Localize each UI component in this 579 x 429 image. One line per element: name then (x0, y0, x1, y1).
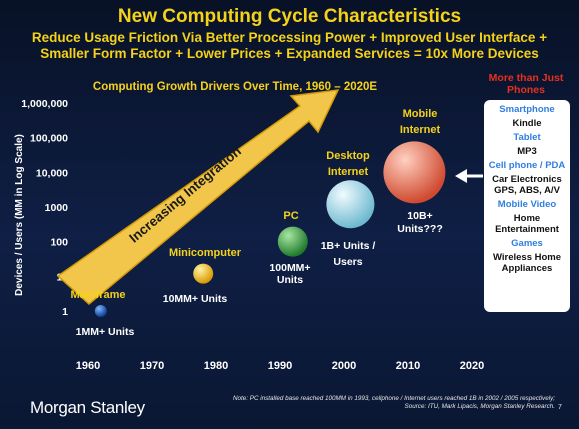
device-list-item: Cell phone / PDA (488, 160, 566, 171)
data-point: Mainframe 1MM+ Units (70, 289, 134, 338)
sidebar-header: More than Just Phones (488, 72, 564, 96)
data-point-value-label: 10B+ (407, 210, 432, 222)
x-tick-label: 2020 (460, 360, 484, 372)
footnote-note: Note: PC installed base reached 100MM in… (232, 395, 555, 402)
data-point-label: Mainframe (70, 289, 125, 301)
data-point-value-label: 10MM+ Units (163, 293, 228, 305)
y-tick-label: 1 (62, 306, 68, 318)
data-point-value-label: 1MM+ Units (76, 326, 135, 338)
x-tick-label: 2010 (396, 360, 420, 372)
y-tick-label: 1,000,000 (21, 98, 68, 110)
data-point-value-label: 1B+ Units / (321, 240, 376, 252)
device-list-item: Car Electronics GPS, ABS, A/V (492, 174, 562, 196)
device-list-panel: Smartphone Kindle Tablet MP3 Cell phone / PD… (484, 100, 570, 312)
data-points: Mainframe 1MM+ Units Minicomputer 10MM+ Uni… (70, 108, 446, 338)
data-point: Mobile Internet 10B+Units??? (383, 108, 446, 235)
y-tick-label: 10,000 (36, 167, 68, 179)
data-point-label: Mobile (403, 108, 438, 120)
integration-arrow-label: Increasing Integration (126, 143, 244, 245)
footnote-source: Source: ITU, Mark Lipacis, Morgan Stanle… (404, 403, 556, 410)
x-tick-label: 2000 (332, 360, 356, 372)
sidebar-connector-arrow (455, 169, 483, 183)
x-tick-label: 1990 (268, 360, 292, 372)
y-axis-label: Devices / Users (MM in Log Scale) (14, 134, 25, 296)
chart-title: Computing Growth Drivers Over Time, 1960… (92, 81, 378, 93)
device-list-item: Mobile Video (497, 199, 557, 210)
footnote: Note: PC installed base reached 100MM in… (150, 395, 555, 411)
data-point-label: Internet (400, 124, 441, 136)
y-tick-label: 1000 (45, 202, 69, 214)
data-point-label: Minicomputer (169, 247, 242, 259)
data-point-label: Internet (328, 166, 369, 178)
slide-subtitle-line-1: Reduce Usage Friction Via Better Process… (31, 30, 548, 45)
data-point: Desktop Internet 1B+ Units / Users (321, 150, 376, 268)
data-point-value-label: Units (277, 274, 303, 286)
axes: 110100100010,000100,0001,000,00019601970… (14, 98, 484, 372)
device-list: Smartphone Kindle Tablet MP3 Cell phone / PD… (484, 100, 570, 281)
device-list-item: Home Entertainment (495, 213, 559, 235)
data-point: Minicomputer 10MM+ Units (163, 247, 242, 305)
data-point-value-label: Users (333, 256, 362, 268)
data-point-label: Desktop (326, 150, 370, 162)
slide-title: New Computing Cycle Characteristics (117, 6, 462, 27)
data-point-label: PC (283, 210, 298, 222)
slide-subtitle-line-2: Smaller Form Factor + Lower Prices + Exp… (40, 46, 539, 61)
device-list-item: Wireless Home Appliances (492, 252, 562, 274)
data-point-value-label: 100MM+ (269, 262, 310, 274)
device-list-item: Kindle (512, 118, 542, 129)
data-point-bubble (277, 226, 308, 257)
x-tick-label: 1970 (140, 360, 164, 372)
integration-arrow-shape (56, 89, 340, 305)
y-tick-label: 100,000 (30, 133, 68, 145)
data-point-bubble (326, 180, 375, 229)
morgan-stanley-logo: Morgan Stanley (30, 398, 145, 417)
device-list-item: Tablet (513, 132, 541, 143)
data-point-bubble (193, 263, 214, 284)
y-tick-label: 100 (50, 237, 68, 249)
page-number: 7 (558, 404, 562, 411)
data-point-bubble (94, 305, 107, 317)
data-point: PC 100MM+Units (269, 210, 310, 286)
data-point-value-label: Units??? (397, 223, 443, 235)
data-point-bubble (383, 141, 446, 204)
device-list-item: Games (511, 238, 543, 249)
x-tick-label: 1980 (204, 360, 228, 372)
device-list-item: MP3 (517, 146, 537, 157)
device-list-item: Smartphone (499, 104, 555, 115)
x-tick-label: 1960 (76, 360, 100, 372)
